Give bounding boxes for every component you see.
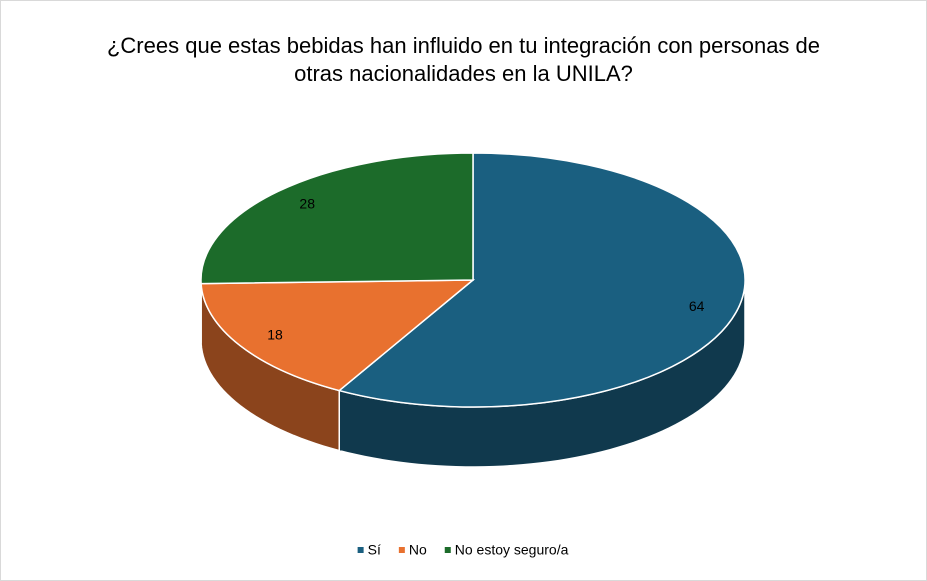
legend-label: No estoy seguro/a	[455, 542, 569, 558]
legend-label: No	[409, 542, 427, 558]
data-label: 64	[689, 298, 705, 314]
legend-swatch	[357, 547, 364, 553]
legend: Sí No No estoy seguro/a	[357, 542, 569, 558]
slice	[200, 152, 474, 285]
data-label: 28	[299, 195, 315, 211]
chart-title: ¿Crees que estas bebidas han influido en…	[106, 33, 821, 86]
slice	[337, 152, 746, 408]
legend-label: Sí	[368, 542, 381, 558]
slice	[200, 279, 476, 392]
legend-swatch	[444, 547, 451, 553]
data-label: 18	[267, 326, 283, 342]
legend-swatch	[398, 547, 405, 553]
